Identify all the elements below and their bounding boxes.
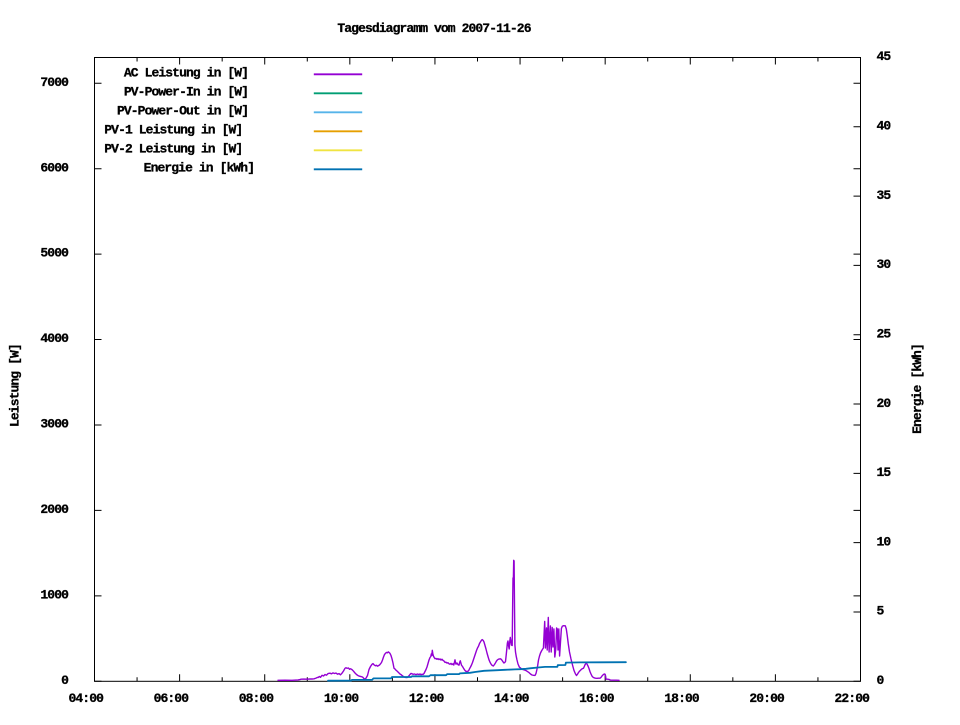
svg-text:PV-Power-In in [W]: PV-Power-In in [W] <box>124 84 248 99</box>
svg-text:14:00: 14:00 <box>494 691 530 706</box>
svg-text:22:00: 22:00 <box>834 691 870 706</box>
svg-text:25: 25 <box>877 326 892 341</box>
svg-text:20: 20 <box>877 396 892 411</box>
svg-text:10: 10 <box>877 534 892 549</box>
svg-text:Leistung [W]: Leistung [W] <box>7 344 22 427</box>
svg-text:5: 5 <box>877 604 885 619</box>
svg-text:12:00: 12:00 <box>409 691 445 706</box>
svg-text:15: 15 <box>877 465 892 480</box>
svg-text:4000: 4000 <box>40 331 69 346</box>
svg-text:0: 0 <box>877 673 885 688</box>
svg-text:30: 30 <box>877 257 892 272</box>
svg-text:Energie [kWh]: Energie [kWh] <box>910 344 925 434</box>
svg-text:16:00: 16:00 <box>579 691 615 706</box>
svg-text:04:00: 04:00 <box>68 691 104 706</box>
svg-text:1000: 1000 <box>40 587 69 602</box>
svg-text:PV-1 Leistung in [W]: PV-1 Leistung in [W] <box>104 122 242 137</box>
svg-text:18:00: 18:00 <box>664 691 700 706</box>
svg-text:AC Leistung in [W]: AC Leistung in [W] <box>124 65 248 80</box>
svg-text:5000: 5000 <box>40 246 69 261</box>
svg-text:6000: 6000 <box>40 160 69 175</box>
svg-text:08:00: 08:00 <box>239 691 275 706</box>
svg-text:45: 45 <box>877 49 892 64</box>
svg-text:20:00: 20:00 <box>749 691 785 706</box>
svg-text:0: 0 <box>61 673 69 688</box>
svg-text:2000: 2000 <box>40 502 69 517</box>
svg-text:40: 40 <box>877 119 892 134</box>
svg-text:PV-2 Leistung in [W]: PV-2 Leistung in [W] <box>104 141 242 156</box>
svg-text:PV-Power-Out in [W]: PV-Power-Out in [W] <box>117 103 248 118</box>
svg-text:35: 35 <box>877 188 892 203</box>
svg-text:10:00: 10:00 <box>324 691 360 706</box>
svg-text:Tagesdiagramm vom 2007-11-26: Tagesdiagramm vom 2007-11-26 <box>337 21 531 36</box>
svg-text:Energie in [kWh]: Energie in [kWh] <box>144 160 254 175</box>
svg-text:06:00: 06:00 <box>154 691 190 706</box>
svg-text:3000: 3000 <box>40 417 69 432</box>
svg-text:7000: 7000 <box>40 75 69 90</box>
